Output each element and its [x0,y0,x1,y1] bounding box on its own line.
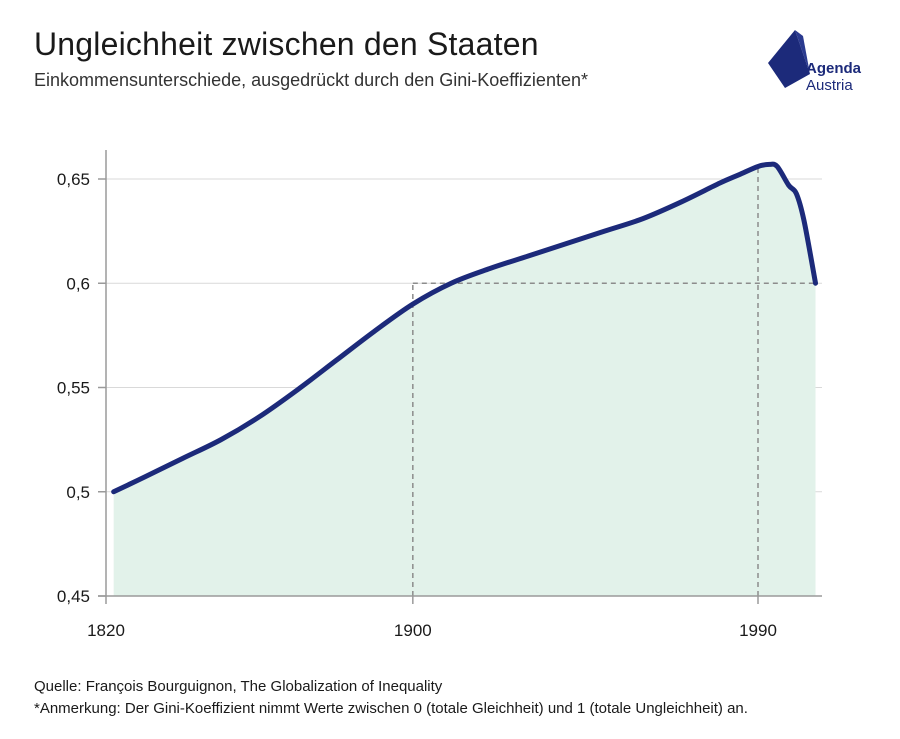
y-tick-label-1: 0,5 [66,483,90,502]
logo-mark-icon [768,30,810,88]
footnote: *Anmerkung: Der Gini-Koeffizient nimmt W… [34,700,748,717]
x-tick-label-1900: 1900 [394,621,432,640]
chart-subtitle: Einkommensunterschiede, ausgedrückt durc… [34,70,588,90]
logo-line-austria: Austria [806,77,853,94]
chart-title: Ungleichheit zwischen den Staaten [34,26,539,62]
x-tick-label-1820: 1820 [87,621,125,640]
y-ticks: 0,45 0,5 0,55 0,6 0,65 [57,170,106,606]
y-tick-label-2: 0,55 [57,379,90,398]
logo-line-agenda: Agenda [806,60,862,77]
y-tick-label-4: 0,65 [57,170,90,189]
area-fill [113,164,816,596]
x-tick-label-1990: 1990 [739,621,777,640]
reference-lines [412,164,816,596]
y-tick-label-3: 0,6 [66,274,90,293]
gini-series-line [111,161,819,495]
source-note: Quelle: François Bourguignon, The Global… [34,678,443,695]
x-ticks: 1820 1900 1990 [87,596,777,640]
y-tick-label-0: 0,45 [57,587,90,606]
